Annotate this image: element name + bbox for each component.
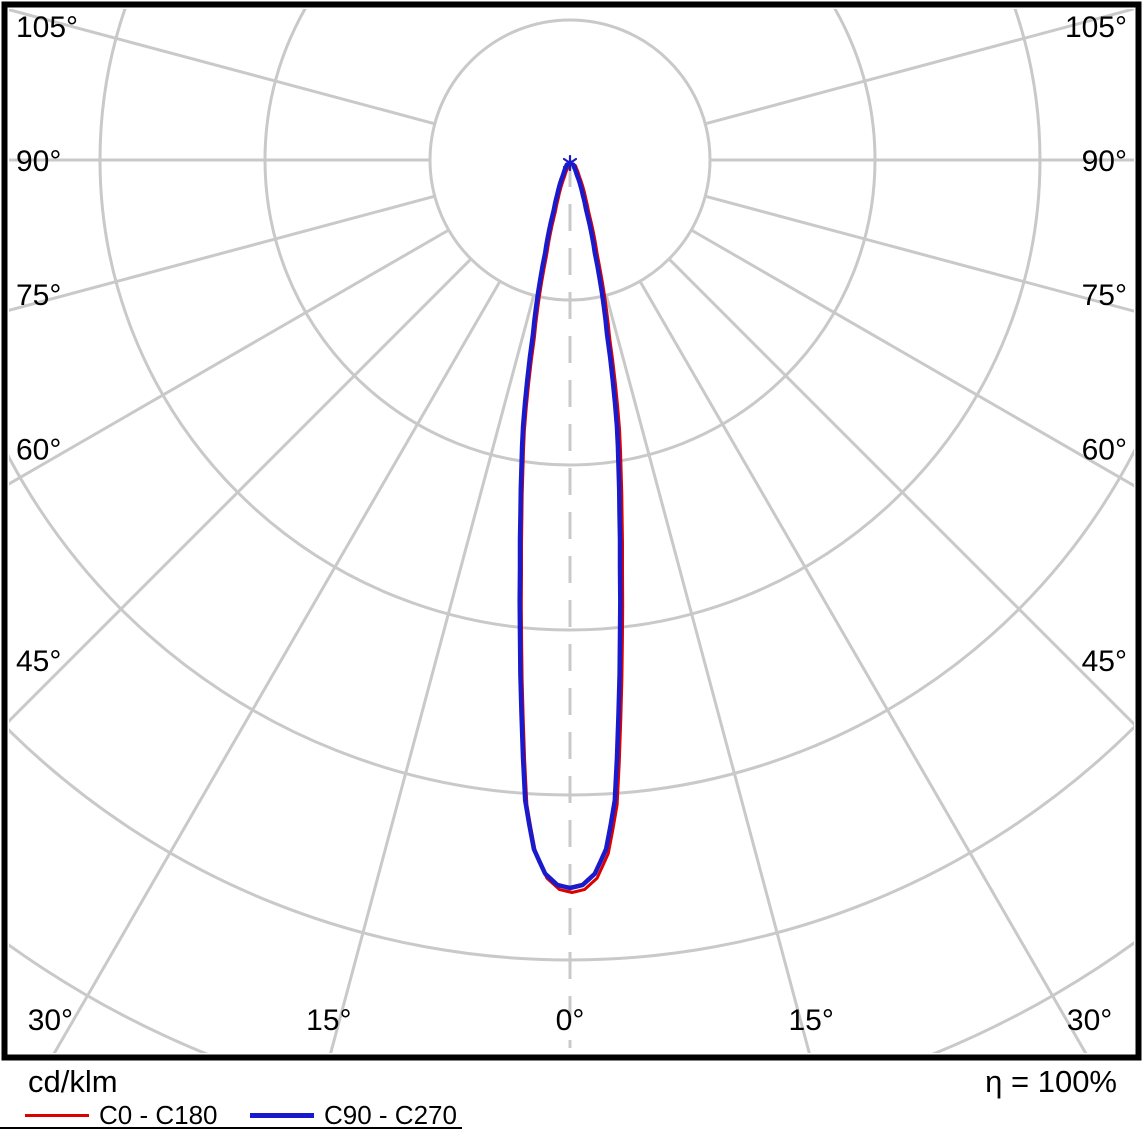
chart-frame bbox=[1, 1, 1142, 1061]
angle-label: 60° bbox=[16, 434, 61, 467]
polar-grid-radial-line bbox=[9, 9, 436, 126]
angle-label: 90° bbox=[16, 145, 61, 178]
legend-underline bbox=[0, 1127, 462, 1129]
curve-c90-c270 bbox=[517, 162, 623, 891]
angle-label: 75° bbox=[16, 279, 61, 312]
c90-line-swatch-icon bbox=[250, 1113, 314, 1118]
curve-c0-c180 bbox=[519, 163, 625, 894]
legend-entry-c90-c270: C90 - C270 bbox=[250, 1100, 457, 1131]
peak-marker bbox=[562, 154, 578, 172]
legend: cd/klm η = 100% C0 - C180 C90 - C270 bbox=[0, 1062, 1143, 1143]
angle-label: 30° bbox=[28, 1004, 73, 1037]
angle-label: 45° bbox=[16, 645, 61, 678]
unit-label: cd/klm bbox=[28, 1064, 118, 1099]
angle-label: 105° bbox=[16, 11, 78, 44]
angle-label: 75° bbox=[1082, 279, 1127, 312]
c0-line-swatch-icon bbox=[25, 1114, 89, 1117]
polar-grid-radial-line bbox=[604, 294, 811, 1053]
polar-grid-radial-line bbox=[667, 257, 1134, 727]
angle-labels: 45° 45° 60° 60° 75° 75° 90° 90° 105° 105° 30° 15° 0°… bbox=[16, 11, 1127, 1037]
polar-grid-radial-line bbox=[9, 194, 436, 312]
angle-label: 30° bbox=[1067, 1004, 1112, 1037]
polar-grid bbox=[9, 9, 1134, 1053]
polar-grid-radial-line bbox=[690, 228, 1134, 488]
angle-label: 45° bbox=[1082, 645, 1127, 678]
polar-grid-radial-line bbox=[329, 294, 536, 1053]
angle-label: 15° bbox=[788, 1004, 833, 1037]
polar-grid-radial-line bbox=[9, 257, 473, 724]
polar-grid-radial-line bbox=[638, 280, 1088, 1053]
legend-entry-c0-c180: C0 - C180 bbox=[25, 1100, 218, 1131]
polar-grid-radial-line bbox=[9, 228, 450, 486]
angle-label: 15° bbox=[306, 1004, 351, 1037]
angle-label: 0° bbox=[556, 1004, 585, 1037]
efficiency-label: η = 100% bbox=[985, 1064, 1117, 1099]
legend-entry-label-c0: C0 - C180 bbox=[99, 1100, 218, 1130]
angle-label: 90° bbox=[1082, 145, 1127, 178]
angle-label: 105° bbox=[1065, 11, 1127, 44]
polar-grid-radial-line bbox=[704, 194, 1134, 313]
polar-grid-radial-line bbox=[52, 280, 502, 1053]
polar-grid-radial-line bbox=[704, 9, 1134, 126]
angle-label: 60° bbox=[1082, 434, 1127, 467]
polar-chart: 45° 45° 60° 60° 75° 75° 90° 90° 105° 105° 30° 15° 0°… bbox=[1, 1, 1142, 1061]
legend-entry-label-c90: C90 - C270 bbox=[324, 1100, 457, 1130]
